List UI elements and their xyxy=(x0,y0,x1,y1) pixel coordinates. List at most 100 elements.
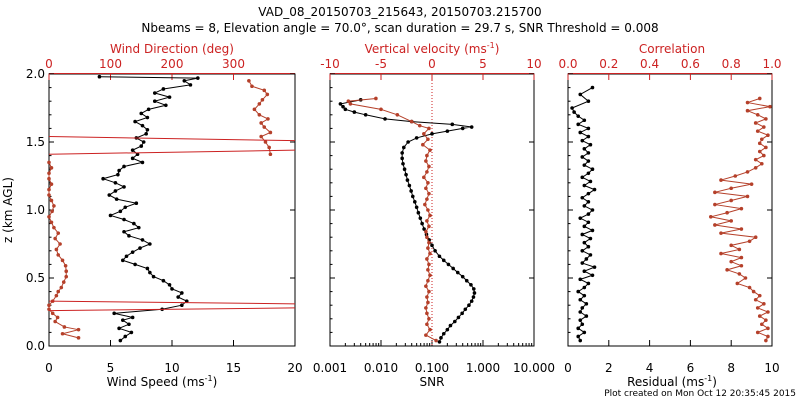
snr-point xyxy=(460,126,465,131)
residual-point xyxy=(588,253,593,257)
residual-point xyxy=(582,240,587,245)
snr-point xyxy=(418,216,423,220)
correlation-point xyxy=(755,113,760,117)
snr-point xyxy=(400,156,404,161)
wind-direction-point xyxy=(250,84,254,89)
residual-point xyxy=(584,314,589,318)
wind-speed-point xyxy=(113,181,118,185)
wind-speed-point xyxy=(108,213,113,218)
wind-direction-point xyxy=(55,315,60,320)
wind-plot-area: 0.00.51.01.52.00 5 10 15 200 100 200 300 xyxy=(26,57,303,375)
snr-top-tick-label: 5 xyxy=(479,57,487,71)
residual-bottom-tick-label: 0 xyxy=(564,361,572,375)
vertical-velocity-point xyxy=(425,170,429,174)
wind-speed-point xyxy=(145,127,150,132)
vertical-velocity-point xyxy=(434,338,438,343)
vertical-velocity-point xyxy=(424,333,428,337)
vertical-velocity-point xyxy=(379,107,383,112)
residual-point xyxy=(576,334,580,339)
residual-point xyxy=(586,126,591,131)
panel-wind: Wind Direction (deg) z (km AGL) Wind Spe… xyxy=(1,42,303,389)
correlation-point xyxy=(739,227,744,231)
vertical-velocity-point xyxy=(425,322,429,327)
snr-point xyxy=(402,145,406,150)
residual-point xyxy=(578,338,583,343)
vertical-velocity-point xyxy=(427,126,431,131)
residual-point xyxy=(592,187,597,192)
wind-speed-point xyxy=(148,242,152,246)
vertical-velocity-title: Vertical velocity (ms-1) xyxy=(365,41,500,56)
residual-axis-label: Residual (ms-1) xyxy=(627,374,717,389)
correlation-point xyxy=(764,338,768,343)
snr-point xyxy=(469,299,474,303)
residual-top-tick-label: 0.8 xyxy=(722,57,741,71)
residual-point xyxy=(570,106,574,110)
residual-point xyxy=(588,142,593,147)
wind-speed-point xyxy=(117,326,121,331)
residual-point xyxy=(580,306,585,310)
correlation-point xyxy=(762,153,766,158)
correlation-point xyxy=(753,297,758,302)
wind-direction-point xyxy=(266,117,270,121)
y-tick-label: 0.0 xyxy=(26,339,45,353)
wind-speed-point xyxy=(122,164,126,169)
vertical-velocity-point xyxy=(424,186,428,191)
correlation-point xyxy=(719,251,723,256)
vertical-velocity-point xyxy=(348,102,353,106)
correlation-point xyxy=(757,149,762,154)
wind-top-tick-label: 100 xyxy=(99,57,122,71)
snr-point xyxy=(416,210,421,215)
residual-point xyxy=(576,122,580,127)
wind-direction-point xyxy=(53,236,57,241)
wind-direction-point xyxy=(47,303,51,308)
correlation-point xyxy=(713,202,717,207)
residual-point xyxy=(576,289,580,294)
correlation-point xyxy=(749,182,754,186)
snr-line xyxy=(339,99,475,343)
wind-speed-point xyxy=(164,103,168,108)
residual-point xyxy=(578,297,583,302)
correlation-point xyxy=(719,231,723,235)
wind-direction-wrap-line xyxy=(48,136,296,142)
wind-speed-point xyxy=(130,250,135,254)
residual-point xyxy=(582,183,587,188)
residual-top-tick-label: 1.0 xyxy=(762,57,781,71)
residual-plot-area: 0 2 4 6 8 10 0.0 0.2 0.4 0.6 0.8 1.0 xyxy=(558,57,781,375)
residual-point xyxy=(586,171,591,176)
residual-top-tick-label: 0.2 xyxy=(599,57,618,71)
snr-point xyxy=(383,117,387,121)
correlation-point xyxy=(751,289,756,294)
wind-speed-point xyxy=(121,258,125,263)
wind-speed-point xyxy=(140,238,145,242)
snr-point xyxy=(463,307,468,312)
wind-direction-wrap-line xyxy=(48,149,296,155)
wind-speed-point xyxy=(133,262,137,267)
wind-speed-point xyxy=(134,201,139,205)
snr-top-tick-label: 10 xyxy=(526,57,541,71)
wind-direction-point xyxy=(50,311,55,316)
wind-direction-wrap-line xyxy=(48,307,296,312)
correlation-point xyxy=(709,215,713,219)
wind-speed-point xyxy=(130,315,135,320)
wind-speed-point xyxy=(118,209,123,214)
wind-speed-point xyxy=(124,254,129,259)
wind-direction-point xyxy=(76,336,81,340)
wind-speed-point xyxy=(152,91,157,95)
wind-direction-point xyxy=(63,263,68,268)
snr-point xyxy=(400,151,404,155)
vertical-velocity-point xyxy=(427,224,431,229)
residual-point xyxy=(576,326,580,331)
vertical-velocity-point xyxy=(424,229,428,234)
residual-point xyxy=(590,167,595,171)
residual-point xyxy=(590,228,595,233)
snr-point xyxy=(402,167,407,171)
snr-bottom-tick-label: 0.010 xyxy=(364,361,398,375)
correlation-point xyxy=(753,157,758,162)
snr-point xyxy=(451,266,455,271)
wind-speed-point xyxy=(176,295,180,299)
correlation-title: Correlation xyxy=(639,42,705,56)
wind-speed-point xyxy=(184,299,189,303)
snr-point xyxy=(472,291,477,295)
snr-point xyxy=(401,161,405,166)
